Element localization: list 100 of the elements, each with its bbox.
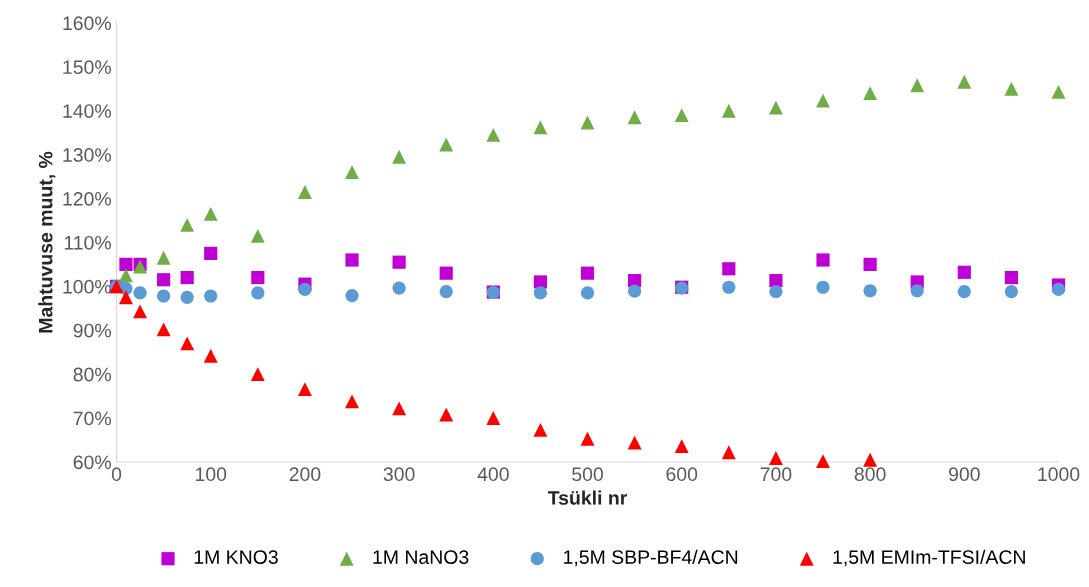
x-tick-label: 800 — [854, 467, 886, 482]
x-tick-label: 300 — [383, 467, 415, 482]
point — [769, 285, 783, 299]
y-tick-label: 160% — [63, 16, 111, 31]
x-tick-label: 0 — [111, 467, 122, 482]
point — [816, 280, 830, 294]
point — [957, 265, 971, 279]
point — [533, 422, 548, 437]
point — [439, 266, 453, 280]
point — [345, 394, 359, 409]
point — [297, 184, 312, 199]
y-tick-label: 130% — [63, 148, 111, 162]
point — [910, 78, 925, 93]
x-axis-title: Tsükli nr — [547, 490, 628, 505]
point — [721, 103, 736, 118]
y-tick-label: 150% — [63, 60, 111, 75]
point — [156, 250, 171, 265]
point — [157, 273, 171, 287]
point — [722, 280, 736, 294]
point — [768, 451, 783, 465]
x-tick-label: 500 — [572, 467, 603, 482]
point — [345, 165, 359, 180]
point — [533, 120, 548, 135]
y-tick-label: 140% — [63, 104, 111, 118]
point — [156, 322, 171, 337]
point — [133, 286, 147, 300]
legend-label: 1M NaNO3 — [373, 550, 469, 564]
point — [816, 454, 830, 469]
x-tick-label: 400 — [477, 467, 509, 482]
point — [721, 445, 736, 460]
point — [297, 382, 312, 397]
point — [722, 262, 736, 276]
point — [628, 284, 642, 298]
point — [863, 452, 878, 467]
point — [863, 257, 877, 271]
point — [250, 228, 265, 243]
point — [533, 286, 547, 300]
legend-label: 1M KNO3 — [194, 550, 278, 564]
point — [119, 257, 133, 271]
point — [674, 108, 689, 123]
point — [627, 110, 642, 125]
point — [180, 336, 195, 351]
x-tick-label: 200 — [289, 467, 321, 482]
point — [910, 284, 924, 298]
point — [533, 275, 547, 289]
point — [627, 435, 642, 450]
point — [392, 281, 406, 295]
point — [674, 439, 689, 454]
point — [345, 288, 359, 303]
x-tick-label: 900 — [949, 467, 980, 482]
point — [863, 86, 878, 101]
y-tick-label: 80% — [73, 367, 111, 382]
point — [580, 266, 595, 280]
point — [298, 282, 312, 296]
point — [957, 74, 972, 89]
point — [439, 137, 454, 152]
point — [439, 285, 453, 299]
point — [203, 206, 218, 221]
point — [580, 431, 595, 446]
point — [204, 246, 218, 260]
point — [486, 411, 501, 426]
point — [180, 290, 194, 304]
point — [1004, 270, 1018, 285]
point — [345, 253, 359, 267]
point — [580, 115, 595, 130]
y-tick-label: 60% — [73, 455, 111, 470]
point — [251, 270, 265, 285]
point — [439, 407, 454, 422]
point — [1004, 285, 1018, 299]
point — [250, 367, 265, 382]
point — [486, 127, 501, 142]
point — [863, 284, 877, 298]
point — [768, 100, 783, 115]
point — [203, 348, 218, 363]
point — [769, 274, 783, 288]
y-tick-label: 90% — [73, 323, 111, 338]
point — [204, 289, 218, 303]
y-tick-label: 110% — [64, 235, 111, 250]
point — [133, 304, 148, 319]
y-axis-title: Mahtuvuse muut, % — [38, 151, 56, 333]
point — [816, 253, 830, 267]
point — [1004, 81, 1019, 96]
point — [157, 289, 171, 303]
point — [251, 286, 265, 300]
x-tick-label: 700 — [760, 467, 792, 482]
legend-label: 1,5M EMIm-TFSI/ACN — [833, 549, 1025, 567]
point — [1051, 84, 1066, 99]
x-tick-label: 1000 — [1038, 467, 1080, 482]
point — [392, 255, 406, 269]
point — [1051, 282, 1066, 296]
point — [816, 93, 830, 108]
point — [392, 149, 407, 164]
y-tick-label: 100% — [63, 279, 111, 294]
point — [580, 286, 595, 300]
point — [392, 401, 407, 416]
point — [180, 270, 194, 285]
point — [957, 285, 971, 299]
y-tick-label: 70% — [73, 411, 111, 426]
point — [180, 217, 195, 232]
point — [119, 268, 133, 283]
